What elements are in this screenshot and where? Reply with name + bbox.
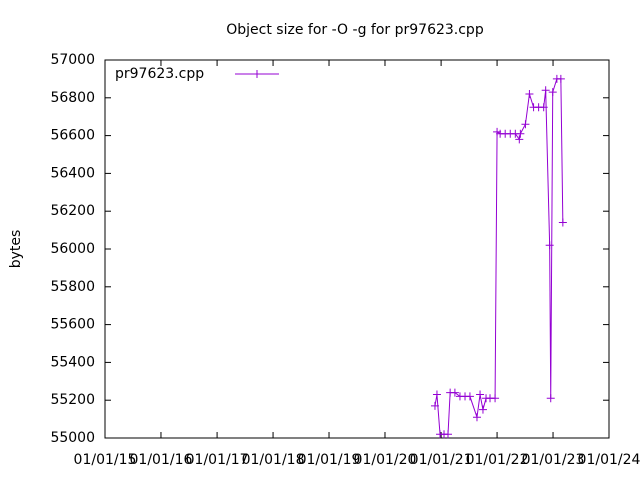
point — [515, 135, 524, 144]
point — [541, 86, 550, 95]
point — [558, 218, 567, 227]
y-tick-label: 56800 — [50, 90, 95, 106]
x-tick-label: 01/01/20 — [354, 452, 417, 468]
point — [548, 88, 557, 97]
point — [545, 241, 554, 250]
point — [516, 129, 525, 138]
x-tick-label: 01/01/18 — [242, 452, 305, 468]
y-tick-label: 57000 — [50, 52, 95, 68]
chart-title: Object size for -O -g for pr97623.cpp — [226, 22, 484, 38]
x-tick-label: 01/01/23 — [522, 452, 585, 468]
point — [465, 392, 474, 401]
y-tick-label: 56000 — [50, 241, 95, 257]
y-tick-label: 56400 — [50, 165, 95, 181]
legend-marker — [253, 70, 261, 78]
x-tick-label: 01/01/21 — [410, 452, 473, 468]
point — [472, 413, 481, 422]
point — [539, 103, 548, 112]
point — [525, 90, 534, 99]
point — [450, 388, 459, 397]
x-tick-label: 01/01/24 — [578, 452, 640, 468]
point — [546, 394, 555, 403]
y-tick-label: 55000 — [50, 430, 95, 446]
point — [521, 120, 530, 129]
y-tick-label: 55800 — [50, 279, 95, 295]
point — [430, 401, 439, 410]
point — [444, 430, 453, 439]
legend-label: pr97623.cpp — [115, 66, 204, 82]
point — [476, 390, 485, 399]
point — [432, 390, 441, 399]
x-tick-label: 01/01/17 — [186, 452, 249, 468]
x-tick-label: 01/01/22 — [466, 452, 529, 468]
x-tick-label: 01/01/16 — [130, 452, 193, 468]
y-axis-label: bytes — [8, 230, 24, 269]
y-tick-label: 55200 — [50, 392, 95, 408]
y-tick-label: 55400 — [50, 354, 95, 370]
point — [556, 74, 565, 83]
point — [491, 394, 500, 403]
x-tick-label: 01/01/19 — [298, 452, 361, 468]
y-tick-label: 56600 — [50, 128, 95, 144]
x-tick-label: 01/01/15 — [74, 452, 137, 468]
point — [478, 405, 487, 414]
y-tick-label: 55600 — [50, 317, 95, 333]
y-tick-label: 56200 — [50, 203, 95, 219]
